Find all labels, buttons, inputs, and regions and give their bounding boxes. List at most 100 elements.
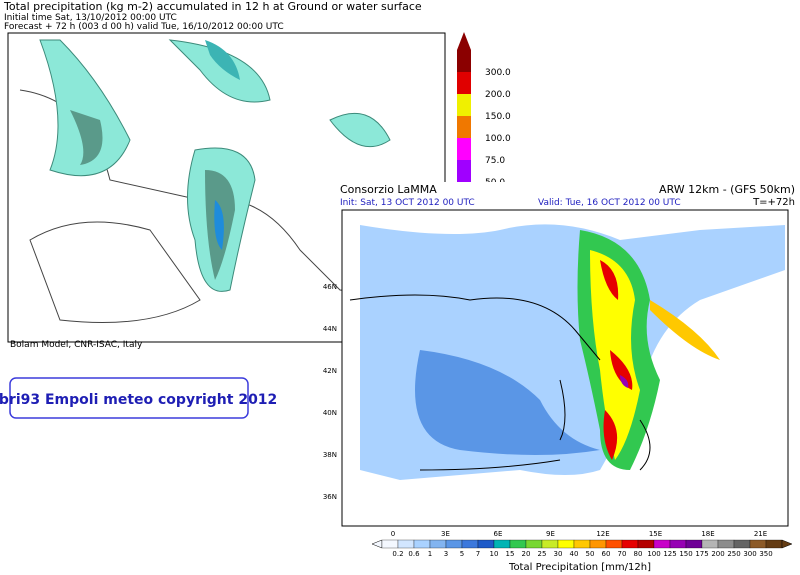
legend-label: 150.0 [485,112,511,122]
colorbar-swatch [525,539,543,549]
colorbar-swatch [381,539,399,549]
colorbar-swatch [701,539,719,549]
colorbar-label: 70 [618,550,627,558]
watermark-box [9,377,249,419]
lat-label: 36N [323,493,337,501]
colorbar-swatch [509,539,527,549]
lat-label: 44N [323,325,337,333]
lat-label: 38N [323,451,337,459]
colorbar-swatch [637,539,655,549]
lat-label: 42N [323,367,337,375]
colorbar-swatch [493,539,511,549]
colorbar-swatch [653,539,671,549]
colorbar-label: 15 [506,550,515,558]
colorbar-swatch [445,539,463,549]
lon-label: 9E [546,530,555,538]
colorbar-label: 0.2 [392,550,403,558]
right-lead: T=+72h [752,197,795,208]
colorbar-title: Total Precipitation [mm/12h] [508,562,651,573]
legend-arrow [457,32,471,50]
colorbar-swatch [573,539,591,549]
colorbar-swatch [605,539,623,549]
lon-label: 21E [754,530,767,538]
colorbar-swatch [621,539,639,549]
colorbar-label: 25 [538,550,547,558]
colorbar-label: 125 [663,550,676,558]
legend-swatch [457,94,471,116]
legend-swatch [457,72,471,94]
colorbar-label: 80 [634,550,643,558]
colorbar-swatch [749,539,767,549]
colorbar-swatch [429,539,447,549]
colorbar-label: 300 [743,550,756,558]
lon-label: 0 [391,530,395,538]
precip-area [650,300,720,360]
left-credit: Bolam Model, CNR-ISAC, Italy [10,340,143,350]
right-source: Consorzio LaMMA [340,183,437,196]
lat-label: 46N [323,283,337,291]
legend-label: 300.0 [485,68,511,78]
colorbar-swatch [413,539,431,549]
legend-label: 200.0 [485,90,511,100]
coastline [349,294,651,471]
right-valid: Valid: Tue, 16 OCT 2012 00 UTC [538,198,681,208]
legend-swatch [457,50,471,72]
colorbar-label: 1 [428,550,432,558]
colorbar-swatch [557,539,575,549]
precip-area [70,110,103,165]
colorbar-label: 5 [460,550,464,558]
colorbar-swatch [765,539,783,549]
colorbar-label: 30 [554,550,563,558]
colorbar-label: 250 [727,550,740,558]
watermark: Fabri93 Empoli meteo copyright 2012 [0,392,277,408]
precip-core [600,260,633,460]
legend-label: 100.0 [485,134,511,144]
colorbar-label: 350 [759,550,772,558]
colorbar-label: 200 [711,550,724,558]
right-header-bg [338,182,794,212]
colorbar-swatch [541,539,559,549]
right-init: Init: Sat, 13 OCT 2012 00 UTC [340,198,475,208]
colorbar-swatch [461,539,479,549]
left-forecast: Forecast + 72 h (003 d 00 h) valid Tue, … [4,22,284,32]
right-map [341,209,789,527]
precip-area [205,40,240,80]
colorbar-swatch [477,539,495,549]
colorbar-label: 3 [444,550,448,558]
precip-area [415,350,600,455]
lon-label: 3E [441,530,450,538]
lon-label: 6E [494,530,503,538]
colorbar-swatch [685,539,703,549]
legend-swatch [457,138,471,160]
colorbar-swatch [589,539,607,549]
right-model: ARW 12km - (GFS 50km) [659,183,795,196]
lon-label: 12E [596,530,609,538]
precip-area [214,200,224,250]
colorbar-label: 40 [570,550,579,558]
colorbar-label: 20 [522,550,531,558]
colorbar-swatch [717,539,735,549]
precip-area [39,39,131,177]
colorbar-arrow [371,539,383,549]
colorbar-label: 0.6 [408,550,420,558]
colorbar-label: 100 [647,550,660,558]
colorbar-swatch [733,539,751,549]
legend-swatch [457,116,471,138]
colorbar-label: 175 [695,550,708,558]
precip-area [329,112,391,148]
left-title: Total precipitation (kg m-2) accumulated… [3,0,422,13]
colorbar-label: 10 [490,550,499,558]
precip-core [620,375,629,388]
colorbar-label: 150 [679,550,692,558]
left-initial-time: Initial time Sat, 13/10/2012 00:00 UTC [4,13,177,23]
colorbar-swatch [669,539,687,549]
lon-label: 15E [649,530,662,538]
legend-swatch [457,160,471,182]
legend-label: 75.0 [485,156,505,166]
colorbar-label: 50 [586,550,595,558]
lon-label: 18E [701,530,714,538]
right-colorbar: 0.2 0.6 1 3 5 7 10 15 20 25 30 40 50 60 70 80 100 125 150 1… [371,539,793,573]
lat-label: 40N [323,409,337,417]
